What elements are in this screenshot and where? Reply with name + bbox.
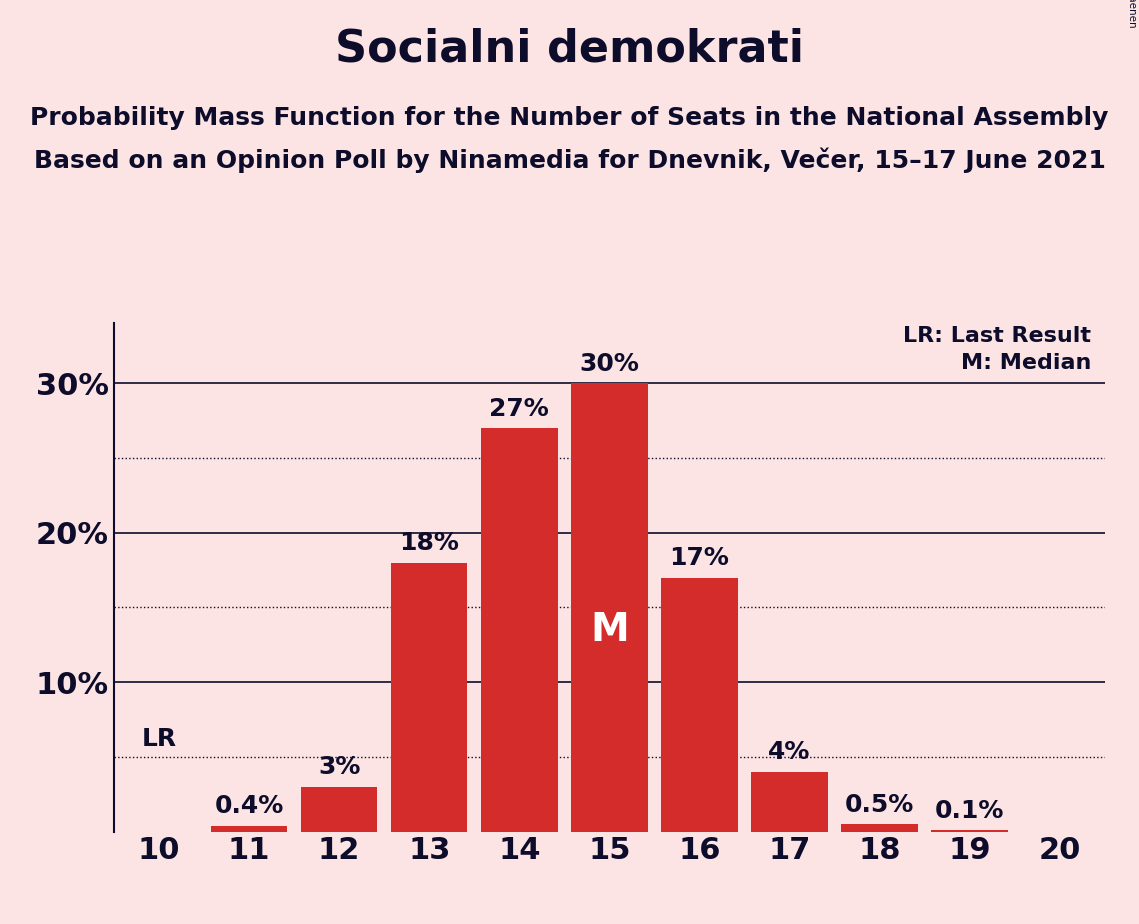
Text: 27%: 27% — [490, 396, 549, 420]
Text: 0.5%: 0.5% — [845, 793, 915, 817]
Bar — [752, 772, 828, 832]
Text: 4%: 4% — [769, 740, 811, 764]
Text: Probability Mass Function for the Number of Seats in the National Assembly: Probability Mass Function for the Number… — [31, 106, 1108, 130]
Bar — [571, 383, 648, 832]
Bar — [661, 578, 738, 832]
Bar — [481, 428, 558, 832]
Text: Socialni demokrati: Socialni demokrati — [335, 28, 804, 71]
Text: 18%: 18% — [400, 531, 459, 555]
Bar — [301, 786, 377, 832]
Bar — [842, 824, 918, 832]
Bar — [932, 830, 1008, 832]
Text: LR: Last Result: LR: Last Result — [903, 326, 1091, 346]
Text: Based on an Opinion Poll by Ninamedia for Dnevnik, Večer, 15–17 June 2021: Based on an Opinion Poll by Ninamedia fo… — [33, 148, 1106, 174]
Text: LR: LR — [141, 727, 177, 751]
Text: 30%: 30% — [580, 352, 639, 376]
Text: 3%: 3% — [318, 755, 360, 779]
Text: © 2021 Filip van Laenen: © 2021 Filip van Laenen — [1126, 0, 1137, 28]
Text: M: Median: M: Median — [961, 353, 1091, 373]
Text: 0.1%: 0.1% — [935, 798, 1005, 822]
Bar — [391, 563, 467, 832]
Text: 0.4%: 0.4% — [214, 794, 284, 818]
Text: 17%: 17% — [670, 546, 729, 570]
Bar — [211, 826, 287, 832]
Text: M: M — [590, 611, 629, 649]
